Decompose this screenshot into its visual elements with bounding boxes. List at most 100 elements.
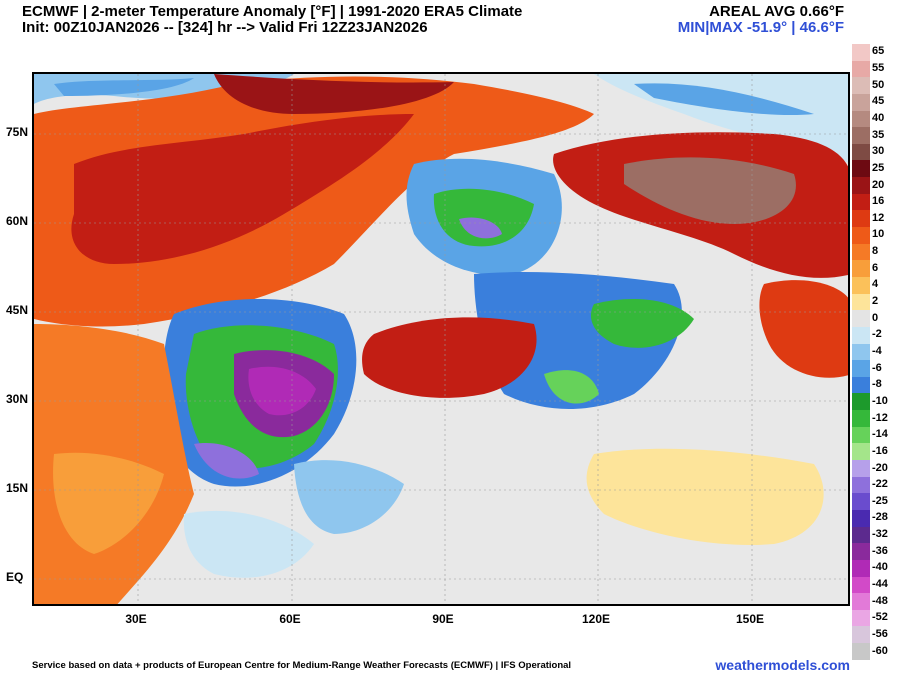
india-cool xyxy=(294,460,404,534)
color-legend-label: -12 xyxy=(872,411,888,424)
color-legend-swatch xyxy=(852,127,870,144)
color-legend-label: 4 xyxy=(872,278,879,291)
color-legend-swatch xyxy=(852,343,870,361)
central-siberia-purple xyxy=(459,217,502,239)
color-legend-label: -52 xyxy=(872,611,888,624)
color-legend-label: 65 xyxy=(872,45,885,58)
color-legend-swatch xyxy=(852,360,870,377)
chart-title: ECMWF | 2-meter Temperature Anomaly [°F]… xyxy=(22,4,522,36)
graticule xyxy=(34,74,848,604)
arctic-warm-core xyxy=(214,74,454,114)
color-legend-swatch xyxy=(852,293,870,311)
color-legend-swatch xyxy=(852,526,870,544)
north-china-green xyxy=(590,299,694,348)
anomaly-map xyxy=(32,72,850,606)
color-legend-label: -60 xyxy=(872,644,888,657)
west-pacific-mild xyxy=(586,448,824,545)
color-legend-swatch xyxy=(852,110,870,128)
title-line-2: Init: 00Z10JAN2026 -- [324] hr --> Valid… xyxy=(22,19,428,36)
color-legend-swatch xyxy=(852,543,870,560)
color-legend-swatch xyxy=(852,559,870,577)
data-credit: Service based on data + products of Euro… xyxy=(32,660,572,671)
color-legend-label: -6 xyxy=(872,361,882,374)
central-siberia-green xyxy=(433,188,534,247)
color-legend-label: -25 xyxy=(872,494,888,507)
color-legend-label: -4 xyxy=(872,345,882,357)
color-legend-label: 35 xyxy=(872,128,885,141)
lat-label-15n: 15N xyxy=(6,481,29,495)
color-legend-swatch xyxy=(852,426,870,444)
color-legend-label: 16 xyxy=(872,195,885,208)
color-legend-swatch xyxy=(852,576,870,594)
europe-siberia-warm xyxy=(34,76,594,327)
europe-warm-core xyxy=(71,114,415,264)
color-legend-label: -14 xyxy=(872,428,888,441)
pacific-warm-blob xyxy=(759,280,848,378)
color-legend-swatch xyxy=(852,143,870,161)
color-legend-swatch xyxy=(852,626,870,644)
color-legend-swatch xyxy=(852,509,870,527)
color-legend-swatch xyxy=(852,593,870,610)
lon-label-60e: 60E xyxy=(279,612,301,626)
lat-label-75n: 75N xyxy=(6,125,29,139)
color-legend-swatch xyxy=(852,376,870,394)
color-legend-label: -36 xyxy=(872,544,888,557)
color-legend-label: 55 xyxy=(872,61,885,74)
color-legend-label: -48 xyxy=(872,594,888,607)
site-link[interactable]: weathermodels.com xyxy=(715,657,850,673)
south-china-green xyxy=(544,370,599,404)
indian-ocean-mild xyxy=(183,510,314,578)
color-legend-swatch xyxy=(852,609,870,627)
color-legend-swatch xyxy=(852,260,870,277)
color-legend-label: 40 xyxy=(872,111,885,124)
color-legend-swatch xyxy=(852,476,870,494)
color-legend-swatch xyxy=(852,460,870,477)
color-legend-swatch xyxy=(852,93,870,111)
color-legend-label: 45 xyxy=(872,95,885,108)
color-legend-label: 6 xyxy=(872,261,879,274)
color-legend-label: -28 xyxy=(872,511,888,524)
color-legend-label: -10 xyxy=(872,394,888,407)
lat-label-45n: 45N xyxy=(6,303,29,317)
color-legend-swatch xyxy=(852,243,870,261)
color-legend-swatch xyxy=(852,210,870,228)
min-max: MIN|MAX -51.9° | 46.6°F xyxy=(677,19,844,36)
color-legend-label: 8 xyxy=(872,245,879,258)
color-legend xyxy=(852,44,870,660)
lon-label-150e: 150E xyxy=(735,612,765,626)
color-legend-label: -16 xyxy=(872,444,888,457)
color-legend-swatch xyxy=(852,193,870,211)
color-legend-label: 0 xyxy=(872,311,879,324)
color-legend-swatch xyxy=(852,77,870,94)
color-legend-swatch xyxy=(852,443,870,461)
title-line-1: ECMWF | 2-meter Temperature Anomaly [°F]… xyxy=(22,3,523,20)
color-legend-label: 25 xyxy=(872,161,885,174)
color-legend-label: 2 xyxy=(872,295,879,308)
color-legend-swatch xyxy=(852,643,870,660)
color-legend-label: -20 xyxy=(872,461,888,474)
color-legend-label: -44 xyxy=(872,578,888,591)
map-canvas xyxy=(34,74,848,604)
lat-label-60n: 60N xyxy=(6,214,29,228)
color-legend-swatch xyxy=(852,326,870,344)
color-legend-label: -40 xyxy=(872,561,888,574)
color-legend-label: -2 xyxy=(872,328,882,341)
areal-average: AREAL AVG 0.66°F xyxy=(709,3,844,20)
lon-label-90e: 90E xyxy=(432,612,454,626)
color-legend-label: -56 xyxy=(872,628,888,641)
color-legend-label: 10 xyxy=(872,228,885,241)
color-legend-swatch xyxy=(852,393,870,411)
northeast-cool-core xyxy=(634,83,814,116)
color-legend-label: -8 xyxy=(872,378,882,391)
lat-label-30n: 30N xyxy=(6,392,29,406)
color-legend-swatch xyxy=(852,227,870,244)
color-legend-label: 30 xyxy=(872,145,885,158)
africa-warm-south xyxy=(53,452,164,554)
color-legend-swatch xyxy=(852,276,870,294)
color-legend-swatch xyxy=(852,493,870,510)
color-legend-swatch xyxy=(852,410,870,427)
color-legend-swatch xyxy=(852,310,870,327)
color-legend-swatch xyxy=(852,44,870,61)
color-legend-label: 12 xyxy=(872,211,885,224)
iran-coldest-core xyxy=(248,366,316,416)
